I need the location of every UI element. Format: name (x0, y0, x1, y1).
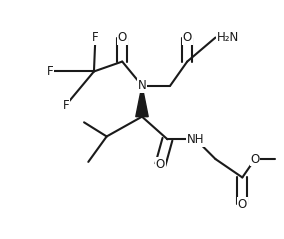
Text: O: O (238, 198, 247, 211)
Text: F: F (92, 31, 99, 44)
Text: N: N (138, 79, 146, 92)
Text: O: O (156, 158, 165, 171)
Text: NH: NH (187, 133, 204, 146)
Text: O: O (183, 31, 192, 44)
Text: F: F (47, 65, 53, 78)
Polygon shape (136, 86, 148, 117)
Text: F: F (62, 99, 69, 112)
Text: O: O (118, 31, 127, 44)
Text: H₂N: H₂N (217, 31, 239, 44)
Text: O: O (250, 152, 260, 166)
